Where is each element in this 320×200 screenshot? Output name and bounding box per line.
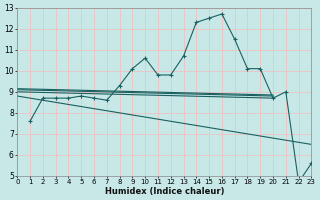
X-axis label: Humidex (Indice chaleur): Humidex (Indice chaleur) xyxy=(105,187,224,196)
